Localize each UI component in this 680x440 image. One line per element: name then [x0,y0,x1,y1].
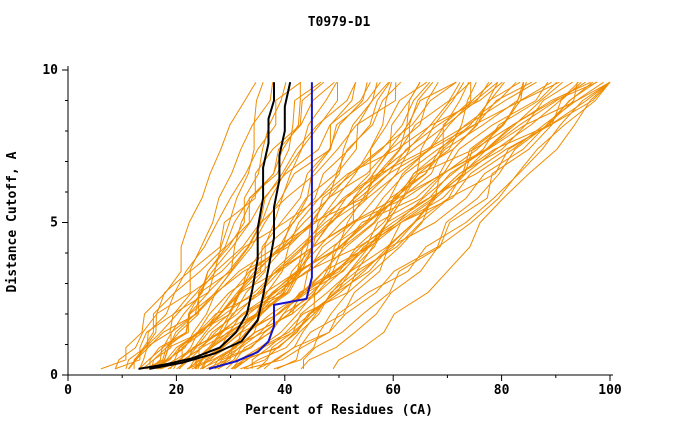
ensemble-curve [151,82,264,370]
ensemble-curve [234,81,594,370]
x-tick-label: 0 [64,383,72,398]
ensemble-curve [196,81,598,369]
y-tick-label: 5 [50,216,58,231]
ensemble-curve [114,81,503,370]
ensemble-curve [257,81,421,370]
curve-model-black-2 [149,81,292,370]
curve-model-blue [208,82,313,370]
ensemble-curve [273,82,524,370]
y-axis-label: Distance Cutoff, A [5,151,20,292]
ensemble-curve [256,81,611,370]
plot-layer: 0 20 40 60 80 100 0 5 10 [42,63,622,398]
x-axis-label: Percent of Residues (CA) [245,403,433,418]
ensemble-curve [188,81,549,370]
ensemble-curve [128,81,371,370]
x-tick-label: 60 [385,383,401,398]
ensemble-curve [332,81,611,370]
ensemble-curve [150,81,490,370]
ensemble-curve [160,81,391,370]
ensemble-curve [194,81,521,370]
ensemble-curve [188,81,611,370]
x-tick-label: 80 [494,383,510,398]
ensemble-curve [169,81,338,370]
ensemble-curve [232,81,573,370]
ensemble-curve [100,81,257,370]
ensemble-curve [214,81,586,370]
y-tick-label: 0 [50,368,58,383]
ensemble-curve [145,81,357,370]
ensemble-curve [149,82,287,370]
ensemble-curve [150,81,457,370]
ensemble-curve [217,81,517,370]
y-tick-label: 10 [42,63,58,78]
ensemble-curve [149,81,560,369]
ensemble-curve [127,81,302,370]
ensemble-curve [146,81,381,370]
x-tick-label: 20 [169,383,185,398]
ensemble-curve [225,81,552,370]
ensemble-curve [303,81,582,369]
ensemble-curve [211,81,505,370]
ensemble-curve [300,81,611,370]
ensemble-curve [263,82,472,370]
ensemble-curve [114,82,274,370]
ensemble-curve [243,81,477,370]
ensemble-curve [133,82,397,369]
x-tick-label: 100 [598,383,622,398]
x-tick-label: 40 [277,383,293,398]
curve-model-black-1 [138,82,275,370]
ensemble-curve [125,81,325,370]
ensemble-curve [176,81,498,370]
ensemble-curve [139,81,335,370]
ensemble-curve [149,82,301,370]
ensemble-curve [240,81,465,370]
ensemble-curve [251,81,597,369]
ensemble-curve [156,82,368,370]
ensemble-curve [201,81,611,370]
chart-title: T0979-D1 [308,15,371,30]
